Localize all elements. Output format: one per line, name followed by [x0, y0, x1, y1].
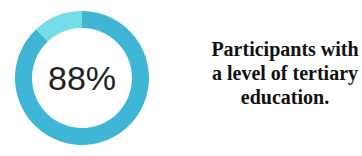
title-line: a level of tertiary — [212, 62, 358, 85]
title-line: Participants with — [211, 38, 358, 61]
donut-segment — [15, 11, 149, 145]
title-line: education. — [241, 86, 329, 108]
donut: 88% — [15, 11, 149, 145]
title: Participants witha level of tertiaryeduc… — [211, 38, 358, 108]
chart: 88% Participants witha level of tertiarye… — [0, 0, 362, 156]
donut-segment — [36, 11, 82, 42]
center-label: 88% — [48, 59, 116, 97]
